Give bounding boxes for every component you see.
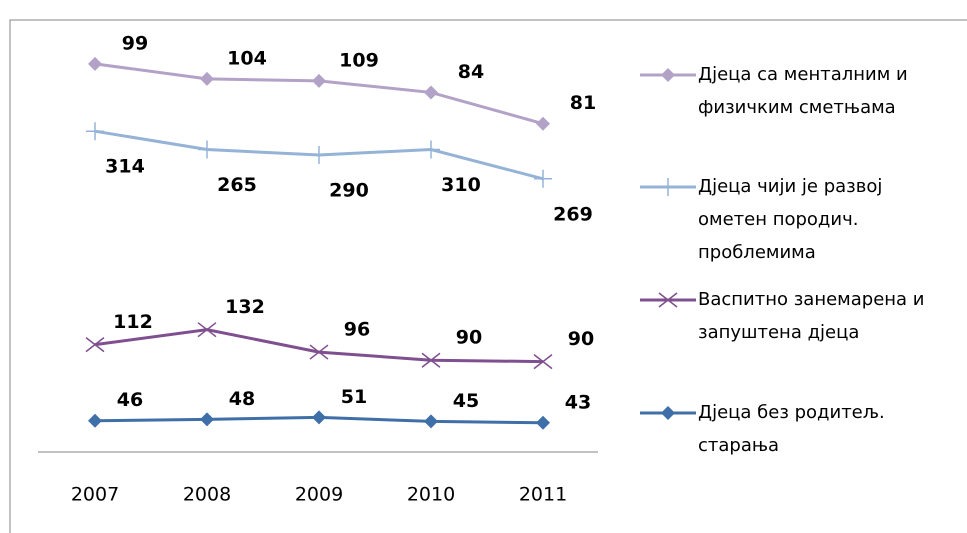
marker [312,410,326,425]
legend-label: Дјеца чији је развој ометен породич. про… [698,176,883,263]
data-label: 310 [441,174,481,196]
marker [661,406,675,420]
x-tick-label: 2007 [71,484,119,506]
marker [661,68,675,82]
marker [198,140,216,159]
marker [533,354,553,370]
data-label: 45 [453,390,479,412]
marker [424,85,438,100]
data-label: 43 [565,391,591,413]
data-label: 96 [344,319,370,341]
marker [88,413,102,428]
data-label: 265 [217,174,257,196]
marker [658,292,678,308]
marker [200,412,214,427]
data-label: 104 [227,47,267,69]
legend-label: Дјеца са менталним и физичким сметњама [698,64,908,118]
chart-frame [9,19,967,533]
marker [536,116,550,131]
marker [309,344,329,360]
x-tick-label: 2011 [519,484,567,506]
marker [200,71,214,86]
marker [659,178,677,196]
marker [424,414,438,429]
marker [197,322,217,338]
x-tick-label: 2009 [295,484,343,506]
x-tick-label: 2010 [407,484,455,506]
marker [310,145,328,164]
data-label: 314 [105,156,145,178]
legend-label: Васпитно занемарена и запуштена дјеца [698,289,925,343]
marker [88,56,102,71]
data-label: 81 [570,92,596,114]
marker [534,169,552,188]
legend-label: Дјеца без родитељ. старања [698,402,885,456]
data-label: 290 [329,179,369,201]
data-label: 90 [568,328,594,350]
data-label: 48 [229,388,255,410]
marker [422,140,440,159]
data-label: 84 [458,61,484,83]
marker [312,73,326,88]
data-label: 46 [117,389,143,411]
marker [86,122,104,141]
marker [421,352,441,368]
data-label: 269 [553,203,593,225]
data-label: 90 [456,327,482,349]
data-label: 109 [339,49,379,71]
data-label: 112 [113,311,153,333]
x-tick-label: 2008 [183,484,231,506]
data-label: 132 [225,296,265,318]
data-label: 99 [122,32,148,54]
data-label: 51 [341,386,367,408]
marker [85,337,105,353]
marker [536,415,550,430]
